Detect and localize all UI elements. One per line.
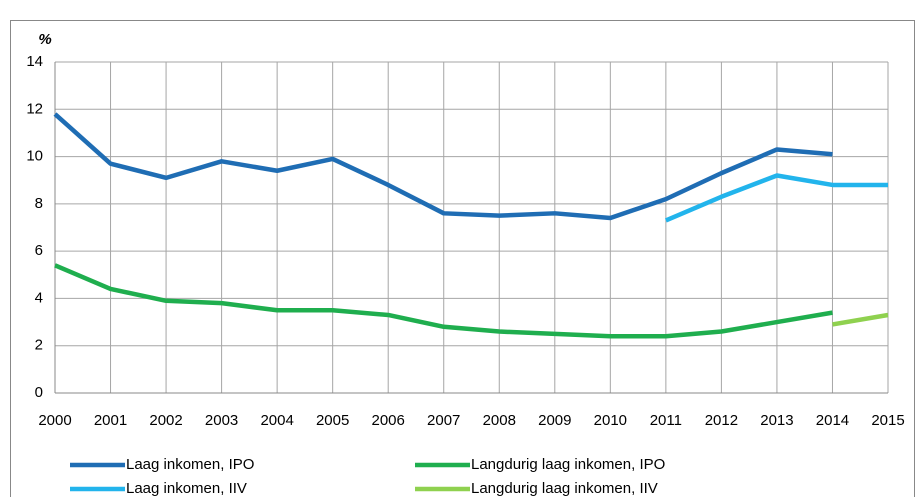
legend-label: Langdurig laag inkomen, IIV xyxy=(471,480,658,497)
x-tick-label: 2003 xyxy=(205,412,238,429)
y-tick-label: 0 xyxy=(35,384,43,401)
y-tick-label: 4 xyxy=(35,289,43,306)
x-tick-label: 2010 xyxy=(594,412,627,429)
x-tick-label: 2015 xyxy=(871,412,904,429)
chart-frame xyxy=(10,20,915,497)
y-tick-label: 6 xyxy=(35,242,43,259)
x-tick-label: 2008 xyxy=(483,412,516,429)
legend-label: Langdurig laag inkomen, IPO xyxy=(471,456,665,473)
line-series xyxy=(832,312,889,327)
x-tick-label: 2002 xyxy=(149,412,182,429)
line-series xyxy=(54,263,833,339)
y-tick-label: 12 xyxy=(26,100,43,117)
y-tick-label: 8 xyxy=(35,195,43,212)
legend-label: Laag inkomen, IIV xyxy=(126,480,247,497)
x-tick-label: 2014 xyxy=(816,412,849,429)
y-tick-label: 2 xyxy=(35,337,43,354)
y-tick-label: 14 xyxy=(26,53,43,70)
y-tick-label: 10 xyxy=(26,148,43,165)
x-tick-label: 2004 xyxy=(260,412,293,429)
y-axis-label: % xyxy=(38,31,51,48)
x-tick-label: 2007 xyxy=(427,412,460,429)
x-tick-label: 2012 xyxy=(705,412,738,429)
line-series xyxy=(664,173,888,223)
x-tick-label: 2006 xyxy=(372,412,405,429)
legend-label: Laag inkomen, IPO xyxy=(126,456,254,473)
x-tick-label: 2009 xyxy=(538,412,571,429)
x-tick-label: 2000 xyxy=(38,412,71,429)
x-tick-label: 2013 xyxy=(760,412,793,429)
x-tick-label: 2005 xyxy=(316,412,349,429)
x-tick-label: 2001 xyxy=(94,412,127,429)
x-tick-label: 2011 xyxy=(650,412,682,429)
line-series xyxy=(53,112,833,221)
